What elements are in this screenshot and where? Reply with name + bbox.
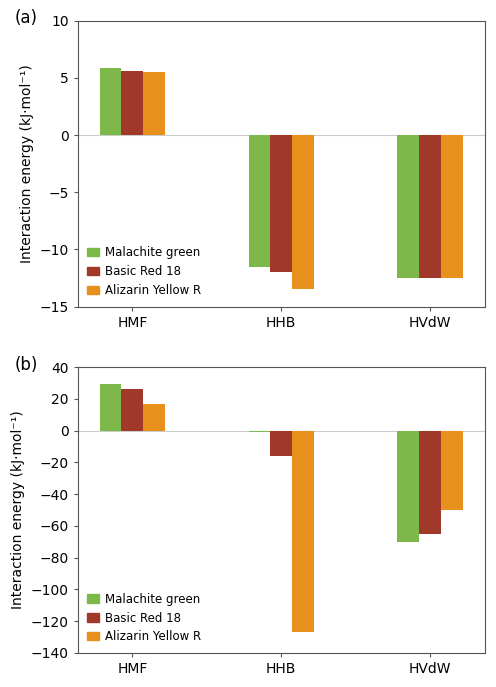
Bar — [397, 431, 419, 541]
Legend: Malachite green, Basic Red 18, Alizarin Yellow R: Malachite green, Basic Red 18, Alizarin … — [84, 243, 204, 301]
Bar — [122, 71, 143, 135]
Text: (a): (a) — [14, 10, 38, 27]
Bar — [143, 72, 165, 135]
Bar — [248, 135, 270, 267]
Bar — [270, 431, 292, 456]
Y-axis label: Interaction energy (kJ·mol⁻¹): Interaction energy (kJ·mol⁻¹) — [11, 411, 25, 609]
Bar — [292, 135, 314, 289]
Bar — [248, 431, 270, 432]
Legend: Malachite green, Basic Red 18, Alizarin Yellow R: Malachite green, Basic Red 18, Alizarin … — [84, 589, 204, 647]
Bar — [100, 67, 122, 135]
Bar — [441, 431, 463, 510]
Bar — [419, 431, 441, 534]
Bar — [397, 135, 419, 278]
Bar — [441, 135, 463, 278]
Bar — [292, 431, 314, 632]
Bar — [270, 135, 292, 272]
Y-axis label: Interaction energy (kJ·mol⁻¹): Interaction energy (kJ·mol⁻¹) — [20, 65, 34, 263]
Bar — [122, 390, 143, 431]
Bar — [143, 403, 165, 431]
Text: (b): (b) — [14, 356, 38, 374]
Bar — [100, 385, 122, 431]
Bar — [419, 135, 441, 278]
